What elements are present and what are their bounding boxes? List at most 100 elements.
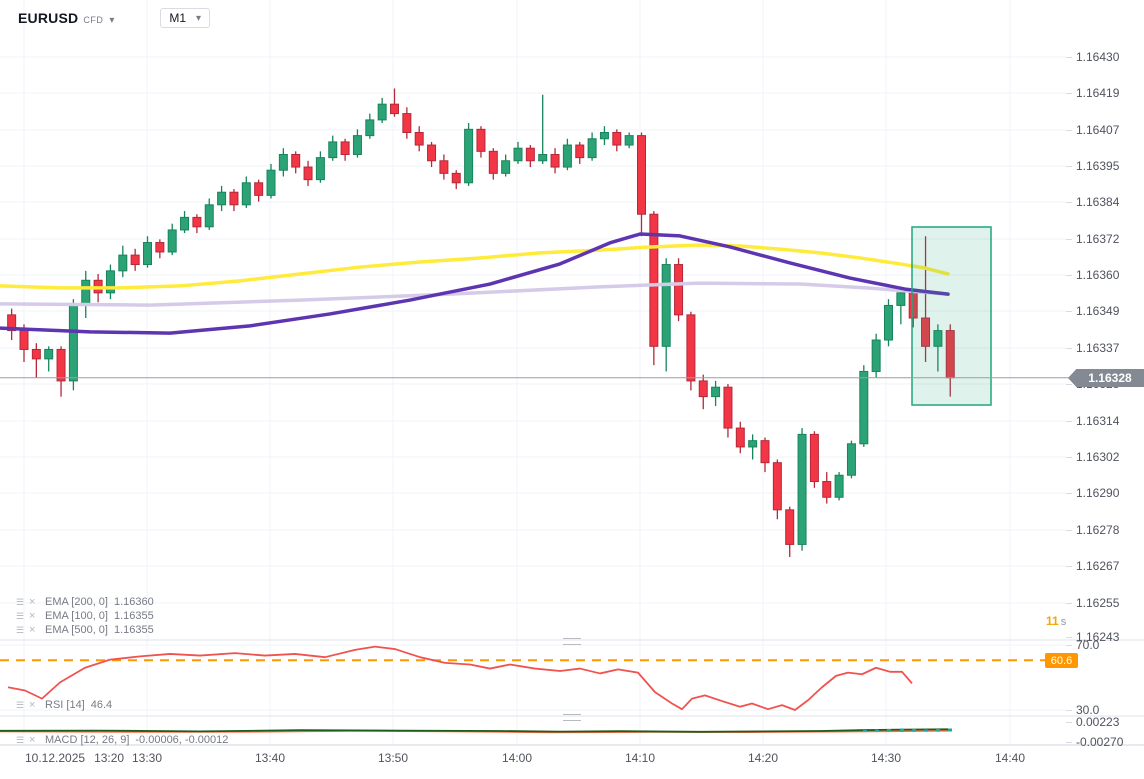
rsi-level-badge: 60.6 (1045, 653, 1078, 668)
candle-down (575, 144, 585, 159)
candle-up (377, 103, 387, 121)
candle-down (809, 433, 819, 483)
macd-histogram-bar (924, 729, 928, 732)
time-tick-label: 13:40 (254, 751, 286, 765)
date-label: 10.12.2025 (25, 751, 86, 765)
price-tick-label: 30.0 (1065, 703, 1100, 717)
timeframe-dropdown[interactable]: M1 ▾ (160, 8, 211, 28)
candle-up (884, 304, 893, 341)
bar-countdown: 11 s (1046, 614, 1066, 628)
macd-histogram-bar (936, 729, 940, 732)
first-time-label: 13:20 (94, 751, 125, 765)
ema-label: EMA [100, 0] (45, 610, 108, 622)
candle-down (291, 153, 301, 168)
candle-down (649, 213, 659, 347)
price-tick-label: 1.16255 (1065, 596, 1120, 610)
indicator-settings-icon[interactable]: ☰ (16, 611, 25, 621)
candle-up (661, 264, 671, 347)
candle-down (637, 135, 646, 215)
indicator-close-icon[interactable]: × (29, 624, 36, 636)
candle-up (501, 160, 511, 174)
pane-resize-handle[interactable] (563, 638, 581, 645)
candle-up (352, 135, 362, 155)
candle-up (797, 433, 807, 545)
candle-down (340, 141, 350, 155)
indicator-settings-icon[interactable]: ☰ (16, 700, 25, 710)
price-tick-label: 1.16430 (1065, 50, 1120, 64)
chart-header: EURUSD CFD ▾ M1 ▾ (18, 8, 211, 28)
price-axis[interactable]: 1.16430 1.16419 1.16407 1.16395 1.16384 1.163… (1065, 0, 1144, 748)
price-tick-label: 1.16337 (1065, 341, 1120, 355)
candle-up (328, 141, 338, 159)
candle-up (278, 153, 288, 171)
macd-label: MACD [12, 26, 9] (45, 734, 130, 746)
pane-resize-handle[interactable] (563, 714, 581, 721)
chevron-down-icon: ▾ (196, 12, 202, 24)
candle-down (31, 348, 41, 360)
candle-down (402, 113, 412, 133)
candle-down (192, 216, 202, 228)
candle-up (315, 157, 325, 181)
market-type-label: CFD (83, 15, 104, 25)
ema-value: 1.16360 (113, 596, 154, 608)
indicator-close-icon[interactable]: × (29, 596, 36, 608)
candle-down (686, 314, 696, 382)
date-time-label: 10.12.2025 13:20 (25, 751, 124, 765)
candle-up (44, 348, 54, 360)
candle-up (933, 330, 943, 347)
candle-up (68, 304, 78, 382)
candle-down (488, 150, 498, 174)
indicator-close-icon[interactable]: × (29, 699, 36, 711)
candle-down (698, 380, 708, 398)
candle-down (303, 166, 313, 181)
macd-line (0, 728, 949, 733)
candle-down (56, 348, 66, 382)
symbol-selector[interactable]: EURUSD CFD ▾ (18, 10, 114, 26)
candle-up (748, 440, 758, 448)
chevron-down-icon: ▾ (109, 15, 115, 26)
candle-down (822, 481, 832, 498)
price-tick-label: 70.0 (1065, 638, 1100, 652)
candle-down (229, 191, 239, 206)
countdown-value: 11 (1046, 614, 1059, 628)
candle-up (266, 169, 276, 196)
time-axis[interactable]: 10.12.2025 13:20 13:30 13:40 13:50 14:00 14:… (0, 745, 1144, 779)
indicator-settings-icon[interactable]: ☰ (16, 735, 25, 745)
price-tick-label: 1.16278 (1065, 523, 1120, 537)
candle-up (464, 128, 474, 184)
ema-legend-row: ☰ × EMA [100, 0] 1.16355 (16, 609, 154, 623)
candle-up (81, 279, 91, 306)
candle-down (7, 314, 17, 332)
macd-histogram-bar (948, 728, 952, 732)
candle-up (871, 339, 881, 372)
time-tick-label: 13:50 (377, 751, 409, 765)
indicator-close-icon[interactable]: × (29, 610, 36, 622)
ema-legend: ☰ × EMA [200, 0] 1.16360 ☰ × EMA [100, 0] 1.163… (16, 595, 154, 637)
candle-up (167, 229, 177, 253)
candle-up (711, 386, 721, 398)
candle-up (538, 153, 548, 162)
candle-down (476, 128, 486, 152)
rsi-label: RSI [14] (45, 699, 85, 711)
candle-up (241, 182, 251, 206)
macd-histogram-bar (887, 729, 891, 732)
candle-down (550, 153, 560, 168)
macd-histogram-bar (875, 729, 879, 732)
price-tick-label: 1.16419 (1065, 86, 1120, 100)
price-tick-label: 1.16372 (1065, 232, 1120, 246)
candle-down (155, 242, 165, 253)
indicator-settings-icon[interactable]: ☰ (16, 625, 25, 635)
candle-up (587, 138, 597, 159)
ema-value: 1.16355 (113, 624, 154, 636)
highlight-zone[interactable] (911, 226, 992, 406)
macd-legend-row: ☰ × MACD [12, 26, 9] -0.00006, -0.00012 (16, 733, 228, 747)
time-tick-label: 14:00 (501, 751, 533, 765)
indicator-settings-icon[interactable]: ☰ (16, 597, 25, 607)
candle-down (772, 462, 782, 511)
indicator-close-icon[interactable]: × (29, 734, 36, 746)
candle-down (525, 147, 535, 162)
ema-line (0, 281, 950, 307)
ema-legend-row: ☰ × EMA [500, 0] 1.16355 (16, 623, 154, 637)
ema-legend-row: ☰ × EMA [200, 0] 1.16360 (16, 595, 154, 609)
